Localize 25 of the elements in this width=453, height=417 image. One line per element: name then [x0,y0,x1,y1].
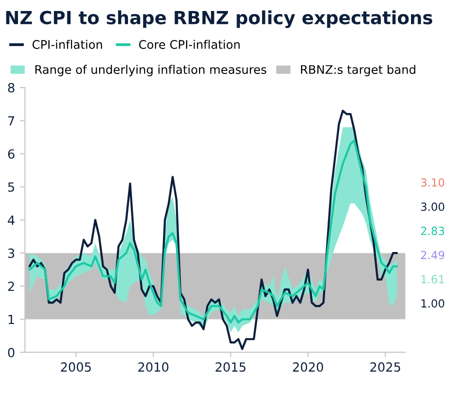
y-tick-label: 1 [8,314,14,324]
legend-label: Core CPI-inflation [139,40,240,49]
text: 3.10 [421,178,444,187]
text: 2.83 [421,226,444,236]
x-tick-label: 2020 [292,362,324,372]
chart-title: NZ CPI to shape RBNZ policy expectations [6,10,432,28]
x-tick-label: 2010 [138,362,168,372]
y-tick-label: 7 [8,116,14,126]
y-tick-label: 2 [8,282,14,291]
text: Range of underlying inflation measures [35,64,266,76]
x-tick-label: 2025 [370,362,400,372]
text: 1.61 [421,275,444,284]
text: 3.00 [421,202,444,211]
x-tick-label: 2005 [60,362,91,372]
text: 1.00 [421,299,444,308]
x-tick-label: 2015 [216,362,246,372]
y-tick-label: 5 [8,182,14,192]
text: 2.49 [421,250,444,260]
y-tick-label: 4 [8,216,14,225]
y-tick-label: 8 [8,83,14,92]
legend-label: RBNZ:s target band [301,64,416,76]
y-tick-label: 3 [8,248,14,258]
y-tick-label: 6 [8,149,14,159]
legend-label: CPI-inflation [32,40,102,49]
y-tick-label: 0 [8,348,14,358]
